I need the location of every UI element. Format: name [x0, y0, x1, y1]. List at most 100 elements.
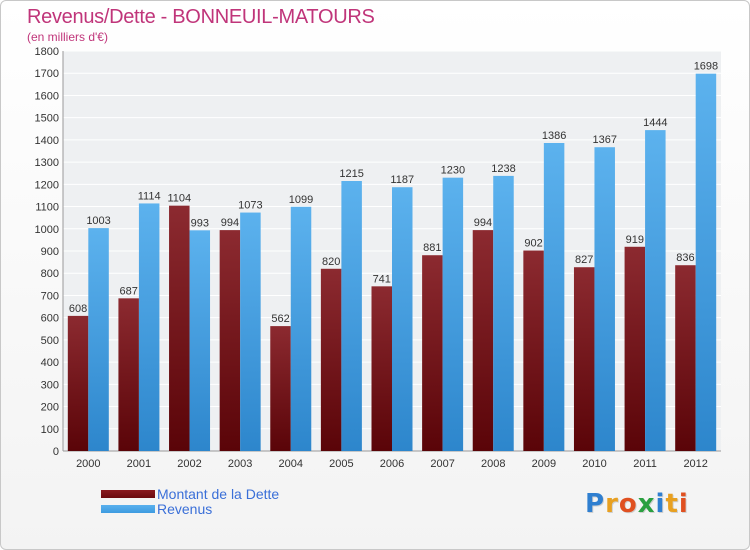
- x-tick-label: 2008: [481, 458, 505, 470]
- x-tick-label: 2000: [76, 458, 100, 470]
- value-label-dette: 562: [271, 313, 289, 325]
- value-label-revenus: 1386: [542, 130, 566, 142]
- logo-letter: r: [605, 489, 619, 519]
- y-tick-label: 1100: [35, 202, 59, 214]
- y-tick-label: 100: [41, 424, 59, 436]
- chart-title: Revenus/Dette - BONNEUIL-MATOURS: [27, 6, 375, 28]
- y-tick-label: 700: [41, 290, 59, 302]
- value-label-dette: 994: [221, 217, 239, 229]
- x-tick-label: 2012: [683, 458, 707, 470]
- logo-letter: o: [618, 489, 638, 519]
- legend-label-dette: Montant de la Dette: [157, 486, 280, 502]
- y-tick-label: 1700: [35, 68, 59, 80]
- bar-revenus: [290, 206, 312, 451]
- bar-revenus: [138, 203, 160, 451]
- bar-dette: [320, 268, 342, 451]
- bar-dette: [169, 205, 190, 451]
- value-label-revenus: 993: [191, 217, 209, 229]
- y-tick-label: 400: [41, 357, 59, 369]
- value-label-revenus: 1187: [390, 174, 414, 186]
- logo-letter: P: [585, 489, 606, 519]
- bar-revenus: [341, 181, 362, 451]
- y-tick-label: 1000: [35, 224, 59, 236]
- logo-letter: i: [655, 489, 666, 519]
- value-label-revenus: 1698: [694, 61, 718, 73]
- bar-dette: [523, 250, 544, 451]
- value-label-dette: 1104: [167, 193, 191, 205]
- bar-revenus: [594, 147, 615, 451]
- y-tick-label: 1300: [35, 157, 59, 169]
- bar-dette: [67, 315, 89, 451]
- value-label-dette: 836: [676, 252, 694, 264]
- legend-label-revenus: Revenus: [157, 501, 213, 517]
- value-label-revenus: 1230: [441, 165, 465, 177]
- bar-dette: [422, 255, 443, 451]
- y-tick-label: 0: [53, 446, 59, 458]
- y-tick-label: 1200: [35, 179, 59, 191]
- y-tick-label: 1600: [35, 90, 59, 102]
- x-tick-label: 2001: [127, 458, 151, 470]
- bar-revenus: [645, 130, 666, 451]
- value-label-revenus: 1003: [86, 215, 110, 227]
- y-tick-label: 1400: [35, 135, 59, 147]
- bar-revenus: [240, 212, 261, 451]
- y-tick-label: 200: [41, 402, 59, 414]
- value-label-dette: 919: [626, 234, 644, 246]
- legend-swatch-revenus: [101, 505, 155, 513]
- x-tick-label: 2006: [380, 458, 404, 470]
- bar-dette: [270, 326, 291, 451]
- bar-dette: [219, 230, 241, 451]
- value-label-revenus: 1073: [238, 200, 262, 212]
- bar-dette: [573, 267, 595, 451]
- legend-swatch-dette: [101, 490, 155, 498]
- y-tick-label: 800: [41, 268, 59, 280]
- value-label-dette: 994: [474, 217, 492, 229]
- logo-letter: x: [637, 489, 656, 519]
- x-tick-label: 2011: [633, 458, 657, 470]
- value-label-dette: 687: [119, 285, 137, 297]
- value-label-dette: 827: [575, 254, 593, 266]
- value-label-revenus: 1215: [339, 168, 363, 180]
- proxiti-logo: Proxiti: [585, 489, 689, 519]
- value-label-dette: 608: [69, 303, 87, 315]
- bar-revenus: [493, 175, 514, 451]
- bar-dette: [371, 286, 392, 451]
- bar-dette: [624, 246, 646, 451]
- bar-dette: [675, 265, 696, 451]
- bar-revenus: [543, 143, 565, 451]
- bar-revenus: [189, 230, 211, 451]
- value-label-dette: 902: [524, 238, 542, 250]
- bar-dette: [118, 298, 139, 451]
- value-label-dette: 741: [373, 273, 391, 285]
- bar-revenus: [392, 187, 413, 451]
- logo-letter: t: [665, 489, 679, 519]
- x-tick-label: 2002: [177, 458, 201, 470]
- x-tick-label: 2004: [279, 458, 303, 470]
- x-tick-label: 2009: [532, 458, 556, 470]
- value-label-revenus: 1444: [643, 117, 667, 129]
- value-label-revenus: 1114: [138, 190, 161, 202]
- value-label-dette: 820: [322, 256, 340, 268]
- y-tick-label: 300: [41, 379, 59, 391]
- chart-subtitle: (en milliers d'€): [27, 30, 108, 44]
- bar-revenus: [88, 228, 109, 451]
- bar-revenus: [695, 73, 717, 452]
- x-tick-label: 2007: [430, 458, 454, 470]
- y-tick-label: 500: [41, 335, 59, 347]
- logo-letter: i: [678, 489, 689, 519]
- value-label-revenus: 1238: [491, 163, 515, 175]
- bar-revenus: [442, 177, 464, 451]
- y-tick-label: 1800: [35, 46, 59, 58]
- x-tick-label: 2010: [582, 458, 606, 470]
- x-tick-label: 2005: [329, 458, 353, 470]
- value-label-revenus: 1099: [289, 194, 313, 206]
- y-tick-label: 1500: [35, 113, 59, 125]
- y-tick-label: 900: [41, 246, 59, 258]
- value-label-revenus: 1367: [592, 134, 616, 146]
- bar-dette: [472, 230, 494, 451]
- x-tick-label: 2003: [228, 458, 252, 470]
- value-label-dette: 881: [423, 242, 441, 254]
- y-tick-label: 600: [41, 313, 59, 325]
